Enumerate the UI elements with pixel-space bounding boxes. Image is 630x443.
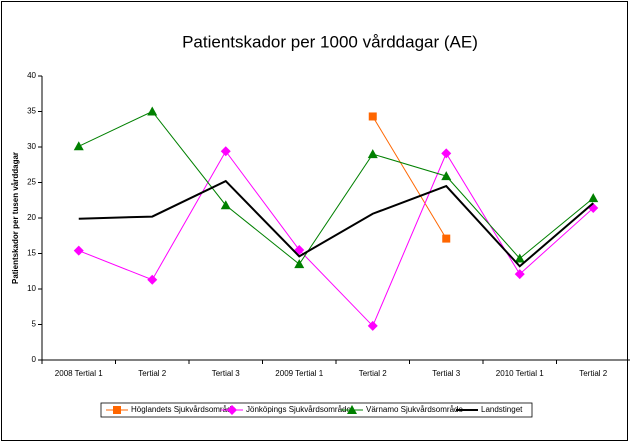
data-point — [73, 141, 84, 151]
y-tick-label: 0 — [32, 355, 37, 364]
data-point — [588, 193, 599, 203]
data-point — [294, 259, 305, 269]
legend-marker — [227, 405, 237, 415]
legend-box — [100, 402, 533, 418]
x-tick-label: Tertial 2 — [579, 369, 608, 378]
legend-label: Höglandets Sjukvårdsområde — [131, 405, 236, 414]
y-tick-label: 35 — [27, 107, 36, 116]
data-point — [442, 234, 451, 243]
series-line — [78, 179, 594, 268]
data-point — [220, 146, 231, 157]
y-tick-label: 15 — [27, 249, 36, 258]
y-tick-label: 30 — [27, 142, 36, 151]
y-axis-label: Patientskador per tusen vårddagar — [11, 152, 20, 284]
legend-marker — [113, 406, 121, 414]
data-point — [147, 274, 158, 285]
y-tick-label: 20 — [27, 213, 36, 222]
data-point — [441, 148, 452, 159]
data-point — [368, 112, 377, 121]
data-point — [367, 320, 378, 331]
x-tick-label: Tertial 3 — [212, 369, 241, 378]
x-tick-label: 2009 Tertial 1 — [275, 369, 323, 378]
legend-label: Jönköpings Sjukvårdsområde — [246, 405, 351, 414]
chart-title: Patientskador per 1000 vårddagar (AE) — [182, 32, 478, 51]
y-tick-label: 10 — [27, 284, 36, 293]
y-tick-label: 25 — [27, 178, 36, 187]
x-tick-label: Tertial 2 — [359, 369, 388, 378]
data-point — [147, 106, 158, 116]
legend-marker — [347, 405, 357, 414]
x-tick-label: Tertial 2 — [138, 369, 167, 378]
data-point — [220, 200, 231, 210]
legend-label: Värnamo Sjukvårdsområde — [366, 405, 463, 414]
series-line — [372, 116, 447, 239]
data-point — [367, 149, 378, 159]
x-tick-label: 2010 Tertial 1 — [496, 369, 544, 378]
data-point — [514, 269, 525, 280]
data-point — [73, 245, 84, 256]
data-point — [514, 253, 525, 263]
series-line — [78, 110, 594, 265]
x-tick-label: Tertial 3 — [432, 369, 461, 378]
legend-label: Landstinget — [481, 405, 523, 414]
y-tick-label: 5 — [32, 320, 37, 329]
data-point — [441, 171, 452, 181]
y-tick-label: 40 — [27, 71, 36, 80]
x-tick-label: 2008 Tertial 1 — [55, 369, 103, 378]
